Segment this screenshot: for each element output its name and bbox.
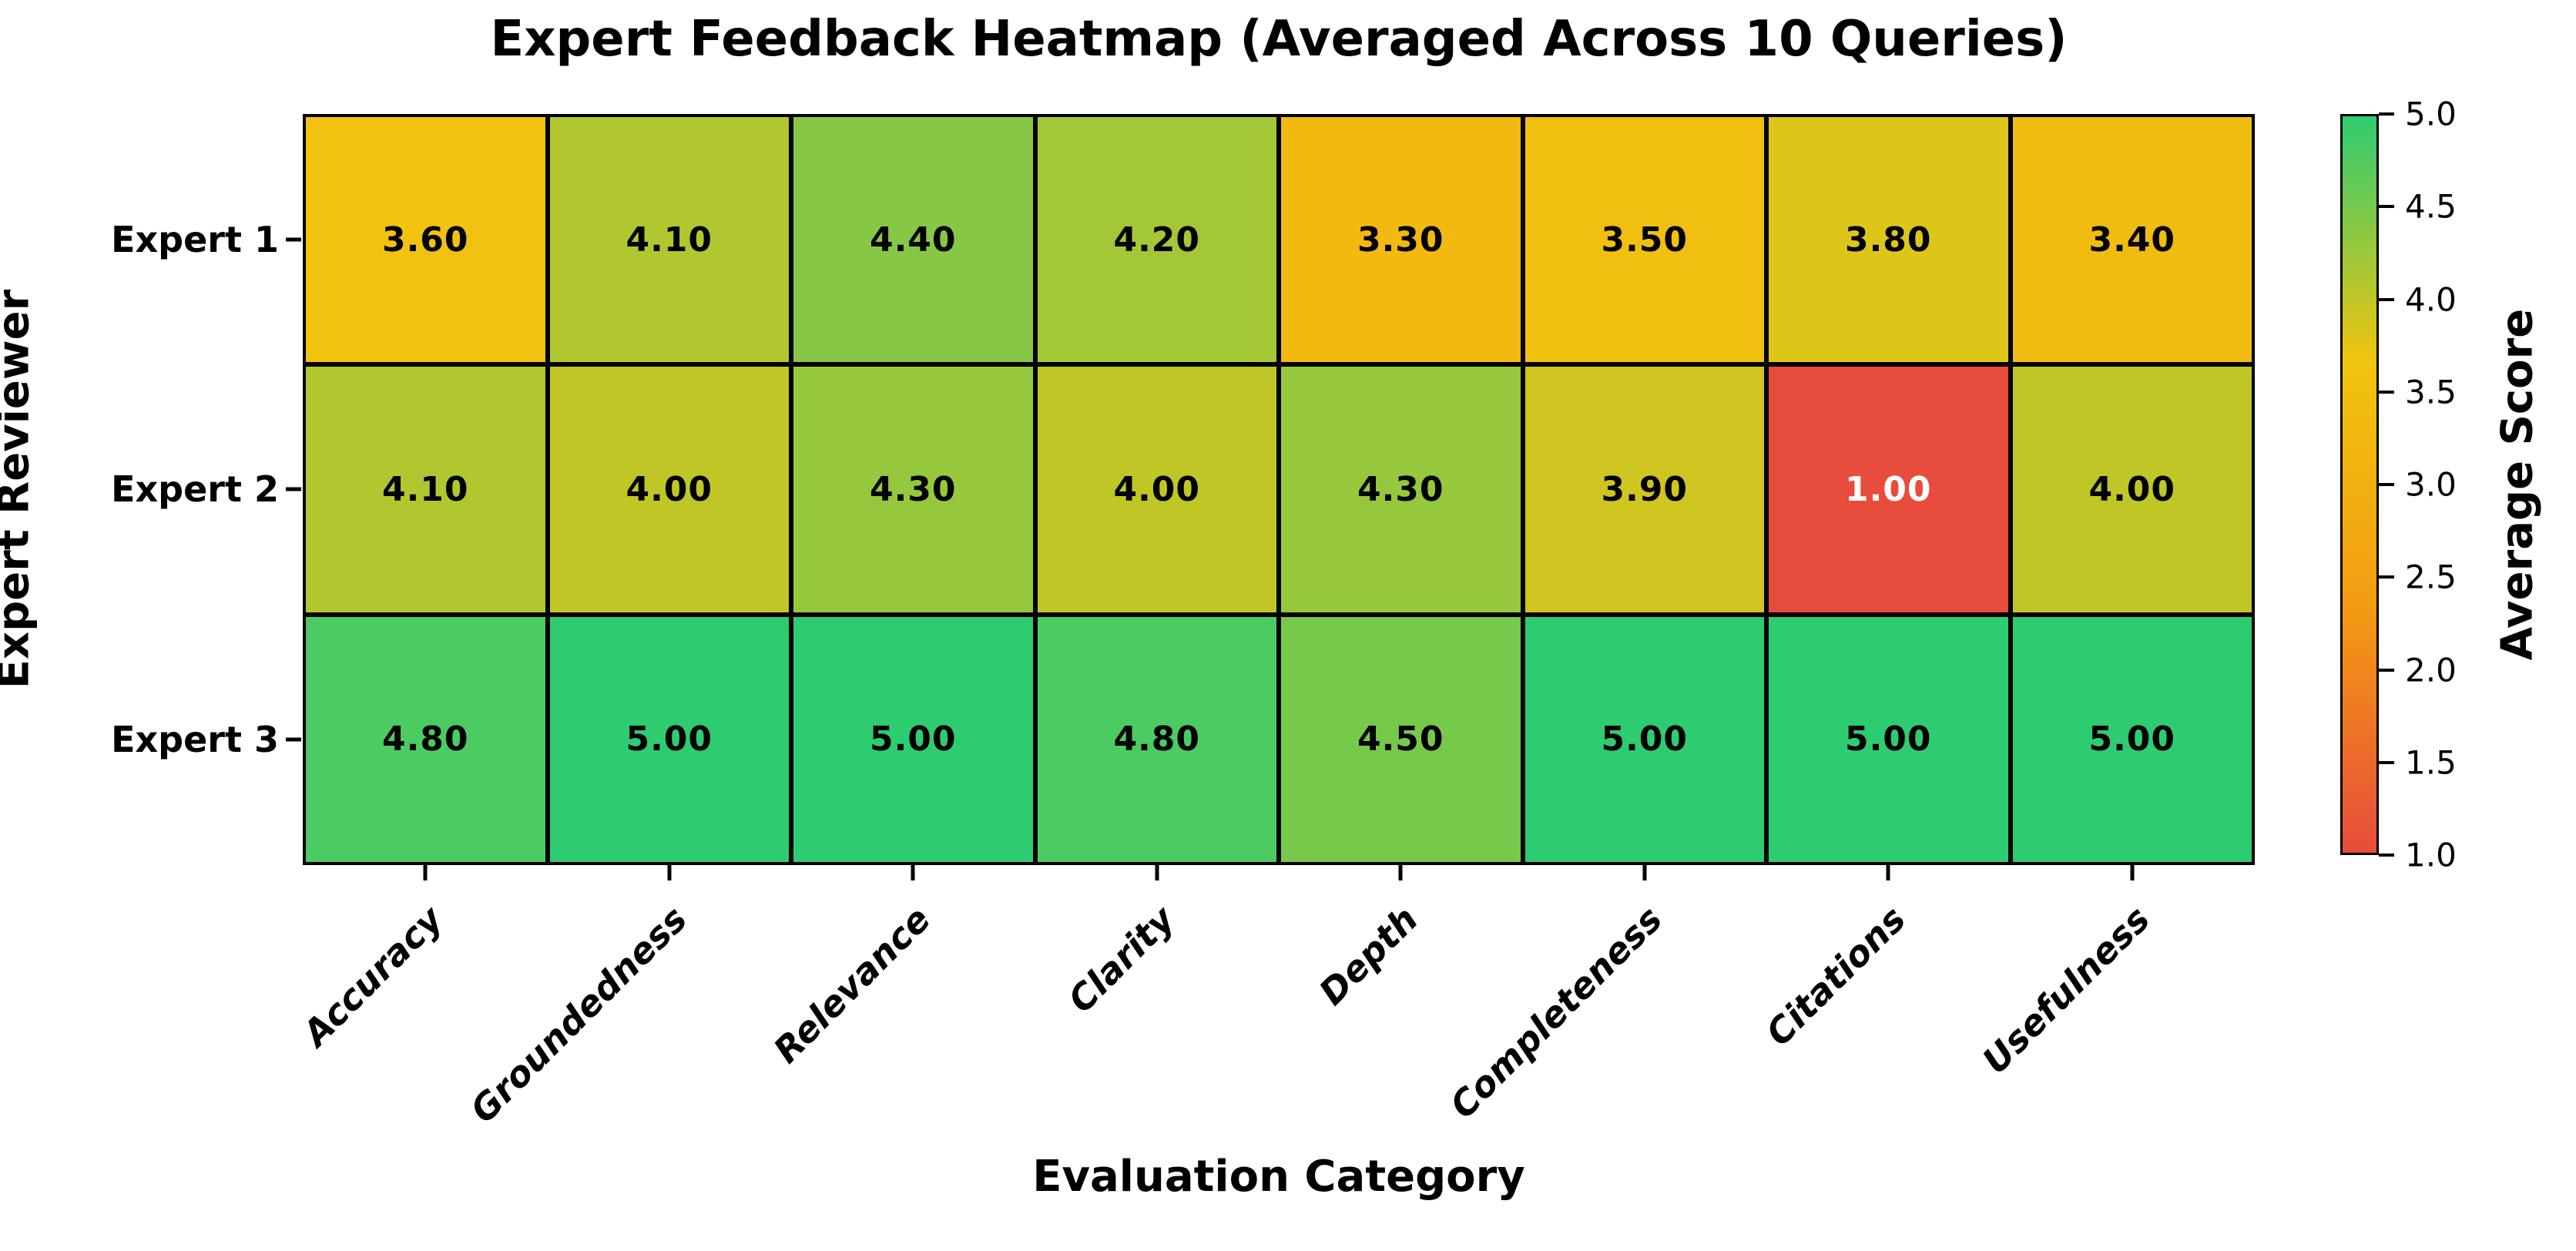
cell-value: 5.00 — [1844, 719, 1932, 760]
heatmap-cell-expert2-groundedness: 4.00 — [549, 367, 789, 612]
colorbar-tick — [2379, 483, 2394, 486]
cell-value: 5.00 — [1601, 719, 1689, 760]
cell-value: 4.30 — [869, 469, 957, 509]
heatmap-cell-expert1-groundedness: 4.10 — [549, 117, 789, 363]
colorbar-tick-label-2.5: 2.5 — [2405, 558, 2457, 596]
cell-value: 4.10 — [381, 469, 469, 509]
heatmap-cell-expert3-clarity: 4.80 — [1037, 616, 1276, 862]
cell-value: 4.80 — [381, 719, 469, 760]
colorbar-tick-label-1.5: 1.5 — [2405, 743, 2457, 782]
x-tick-mark — [1642, 865, 1647, 880]
cell-value: 3.60 — [381, 220, 469, 260]
cell-value: 4.20 — [1113, 220, 1201, 260]
heatmap-cell-expert1-depth: 3.30 — [1281, 117, 1521, 363]
colorbar-tick — [2379, 297, 2394, 301]
colorbar-tick — [2379, 760, 2394, 764]
cell-value: 3.80 — [1844, 220, 1932, 260]
colorbar-label: Average Score — [2492, 308, 2543, 661]
heatmap-cell-expert3-accuracy: 4.80 — [306, 616, 545, 862]
heatmap-cell-expert2-citations: 1.00 — [1769, 367, 2008, 612]
x-tick-mark — [1398, 865, 1403, 880]
heatmap-cell-expert2-usefulness: 4.00 — [2012, 367, 2252, 612]
heatmap-cell-expert1-clarity: 4.20 — [1037, 117, 1276, 363]
colorbar-tick — [2379, 668, 2394, 672]
cell-value: 5.00 — [2088, 719, 2176, 760]
cell-value: 3.50 — [1601, 220, 1689, 260]
colorbar-tick-label-4.5: 4.5 — [2405, 187, 2457, 226]
heatmap-cell-expert3-depth: 4.50 — [1281, 616, 1521, 862]
x-tick-mark — [1886, 865, 1890, 880]
x-tick-mark — [667, 865, 672, 880]
heatmap-cell-expert1-relevance: 4.40 — [793, 117, 1033, 363]
y-tick-mark — [286, 237, 301, 242]
x-tick-mark — [423, 865, 428, 880]
cell-value: 3.30 — [1357, 220, 1444, 260]
heatmap-cell-expert3-citations: 5.00 — [1769, 616, 2008, 862]
heatmap-grid: 3.60 4.10 4.40 4.20 3.30 3.50 3.80 3.40 4.10 4.00… — [303, 114, 2255, 865]
colorbar-tick-label-5.0: 5.0 — [2405, 95, 2457, 133]
heatmap-cell-expert2-relevance: 4.30 — [793, 367, 1033, 612]
colorbar-tick-label-4.0: 4.0 — [2405, 280, 2457, 318]
y-tick-label-expert-2: Expert 2 — [111, 468, 279, 511]
heatmap-cell-expert1-usefulness: 3.40 — [2012, 117, 2252, 363]
heatmap-cell-expert2-completeness: 3.90 — [1524, 367, 1764, 612]
colorbar-tick — [2379, 390, 2394, 394]
colorbar-tick-label-3.5: 3.5 — [2405, 373, 2457, 411]
colorbar-tick — [2379, 854, 2394, 857]
heatmap-cell-expert2-clarity: 4.00 — [1037, 367, 1276, 612]
cell-value: 4.30 — [1357, 469, 1444, 509]
cell-value: 5.00 — [869, 719, 957, 760]
x-axis-label: Evaluation Category — [1032, 1152, 1525, 1202]
heatmap-cell-expert2-depth: 4.30 — [1281, 367, 1521, 612]
cell-value: 4.40 — [869, 220, 957, 260]
heatmap-cell-expert1-completeness: 3.50 — [1524, 117, 1764, 363]
heatmap-cell-expert3-usefulness: 5.00 — [2012, 616, 2252, 862]
cell-value: 4.00 — [2088, 469, 2176, 509]
chart-title: Expert Feedback Heatmap (Averaged Across… — [490, 11, 2068, 68]
colorbar-tick-label-2.0: 2.0 — [2405, 651, 2457, 689]
colorbar-tick — [2379, 575, 2394, 579]
cell-value: 3.90 — [1601, 469, 1689, 509]
colorbar-tick — [2379, 205, 2394, 209]
cell-value: 4.00 — [1113, 469, 1201, 509]
colorbar-tick-label-1.0: 1.0 — [2405, 836, 2457, 874]
y-tick-label-expert-1: Expert 1 — [111, 219, 279, 261]
x-tick-mark — [1155, 865, 1159, 880]
heatmap-cell-expert1-accuracy: 3.60 — [306, 117, 545, 363]
colorbar-tick-label-3.0: 3.0 — [2405, 465, 2457, 504]
cell-value: 3.40 — [2088, 220, 2176, 260]
cell-value: 5.00 — [626, 719, 713, 760]
heatmap-cell-expert2-accuracy: 4.10 — [306, 367, 545, 612]
heatmap-cell-expert3-groundedness: 5.00 — [549, 616, 789, 862]
colorbar-gradient — [2343, 116, 2376, 853]
cell-value: 4.80 — [1113, 719, 1201, 760]
heatmap-cell-expert3-completeness: 5.00 — [1524, 616, 1764, 862]
y-tick-label-expert-3: Expert 3 — [111, 718, 279, 760]
y-tick-mark — [286, 737, 301, 742]
cell-value: 4.50 — [1357, 719, 1444, 760]
cell-value: 1.00 — [1844, 469, 1932, 509]
heatmap-cell-expert1-citations: 3.80 — [1769, 117, 2008, 363]
cell-value: 4.00 — [626, 469, 713, 509]
x-tick-mark — [911, 865, 915, 880]
cell-value: 4.10 — [626, 220, 713, 260]
heatmap-cell-expert3-relevance: 5.00 — [793, 616, 1033, 862]
colorbar — [2340, 114, 2379, 855]
colorbar-tick — [2379, 112, 2394, 116]
x-tick-mark — [2130, 865, 2135, 880]
y-tick-mark — [286, 487, 301, 491]
